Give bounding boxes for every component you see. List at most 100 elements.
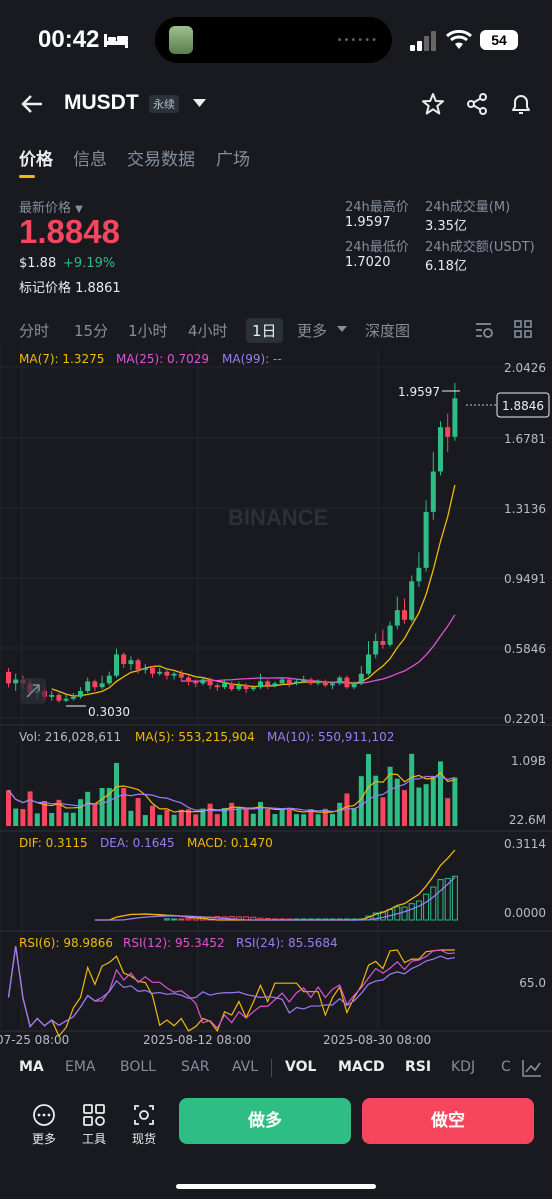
candle	[56, 694, 62, 701]
candle	[49, 694, 55, 697]
interval-depth[interactable]: 深度图	[365, 322, 411, 340]
short-button[interactable]: 做空	[362, 1098, 534, 1144]
macd-bar	[185, 918, 192, 921]
more-tool[interactable]: 更多	[24, 1103, 64, 1147]
volume-bars	[6, 753, 458, 826]
last-price-label[interactable]: 最新价格 ▼	[19, 201, 83, 216]
candle	[366, 654, 371, 674]
candle	[121, 654, 127, 665]
bell-icon[interactable]	[509, 91, 533, 117]
island-dots-icon: ••••••	[336, 35, 378, 46]
candle	[279, 679, 285, 684]
indicator-c[interactable]: C	[501, 1059, 511, 1075]
indicator-sar[interactable]: SAR	[181, 1059, 210, 1075]
chart-grid	[0, 345, 552, 1032]
volume-bar	[193, 814, 199, 826]
interval-1d[interactable]: 1日	[246, 318, 283, 343]
volume-bar	[214, 814, 220, 826]
indicator-vol[interactable]: VOL	[285, 1059, 317, 1075]
rsi6-line	[7, 945, 455, 1038]
symbol-title[interactable]: MUSDT	[64, 91, 139, 114]
volume-label: 24h成交量(M)	[425, 200, 511, 215]
indicator-settings-icon[interactable]	[522, 1059, 542, 1077]
candle	[114, 654, 119, 676]
candle	[150, 667, 155, 674]
volume-bar	[308, 809, 314, 826]
volume-bar	[92, 803, 98, 826]
volume-bar	[322, 808, 328, 826]
long-button[interactable]: 做多	[179, 1098, 351, 1144]
binance-watermark: BINANCE	[228, 505, 328, 530]
tools-icon	[83, 1104, 105, 1126]
chart-settings-icon[interactable]	[474, 320, 494, 340]
star-icon[interactable]	[421, 92, 445, 116]
indicator-ema[interactable]: EMA	[65, 1059, 96, 1075]
volume-bar	[380, 797, 386, 826]
volume-bar	[171, 814, 177, 826]
indicator-kdj[interactable]: KDJ	[451, 1059, 476, 1075]
candle	[85, 681, 91, 692]
volume-bar	[438, 761, 443, 826]
indicator-avl[interactable]: AVL	[232, 1059, 259, 1075]
candle	[402, 610, 407, 620]
spot-tool[interactable]: 现货	[124, 1103, 164, 1147]
candle	[13, 679, 19, 684]
tab-square[interactable]: 广场	[216, 150, 250, 170]
volume-bar	[344, 793, 350, 826]
volume-bar	[394, 778, 400, 826]
volume-bar	[301, 814, 307, 826]
contract-type-badge: 永续	[149, 95, 179, 113]
share-icon[interactable]	[465, 92, 489, 116]
volume-bar	[409, 753, 415, 826]
back-arrow-icon[interactable]	[20, 93, 44, 115]
volume-bar	[128, 810, 134, 826]
more-caret-icon[interactable]	[337, 326, 347, 333]
volume-bar	[63, 812, 69, 826]
macd-bar	[178, 918, 185, 921]
grid-layout-icon[interactable]	[514, 320, 532, 338]
tab-info[interactable]: 信息	[73, 150, 107, 170]
top-bar: MUSDT 永续	[0, 80, 552, 130]
candle	[380, 640, 386, 645]
interval-more[interactable]: 更多	[297, 322, 328, 340]
macd-bar	[415, 900, 422, 921]
volume-bar	[27, 791, 33, 826]
indicator-macd[interactable]: MACD	[338, 1059, 385, 1075]
candle	[330, 683, 335, 686]
rsi12-line	[7, 945, 455, 1030]
interval-15m[interactable]: 15分	[74, 322, 109, 340]
dif-line	[94, 849, 456, 921]
caret-down-icon[interactable]	[193, 99, 206, 108]
candle	[445, 427, 451, 437]
spot-icon	[134, 1105, 154, 1125]
price-axis: 2.0426 1.6781 1.3136 0.9491 0.5846 0.220…	[504, 361, 546, 726]
kline-chart[interactable]: BINANCE MA(7): 1.3275 MA(25): 0.7029 MA(…	[0, 345, 552, 1050]
tab-trading-data[interactable]: 交易数据	[127, 150, 195, 170]
candle	[6, 671, 11, 684]
tab-price[interactable]: 价格	[19, 150, 53, 170]
y-tick: 1.6781	[504, 432, 546, 446]
volume-bar	[366, 754, 371, 826]
dif-legend: DIF: 0.3115	[19, 836, 88, 850]
vol-legend: Vol: 216,028,611	[19, 730, 121, 744]
interval-4h[interactable]: 4小时	[188, 322, 228, 340]
volume-bar	[423, 784, 429, 826]
indicator-ma[interactable]: MA	[19, 1059, 44, 1075]
candle	[358, 673, 364, 684]
candle	[207, 679, 213, 686]
indicator-rsi[interactable]: RSI	[405, 1059, 432, 1075]
interval-1h[interactable]: 1小时	[128, 322, 168, 340]
interval-timeline[interactable]: 分时	[19, 322, 50, 340]
macd-bar	[444, 878, 451, 921]
volume-bar	[106, 788, 112, 826]
macd-y-top: 0.3114	[504, 837, 546, 851]
tools-tool[interactable]: 工具	[74, 1103, 114, 1147]
indicator-boll[interactable]: BOLL	[120, 1059, 156, 1075]
volume-bar	[402, 790, 407, 826]
candle	[250, 687, 256, 690]
candle	[186, 677, 191, 682]
candle	[200, 679, 206, 684]
candle	[351, 683, 357, 688]
rsi-y-level: 65.0	[519, 976, 546, 990]
battery-indicator: 54	[480, 30, 518, 50]
